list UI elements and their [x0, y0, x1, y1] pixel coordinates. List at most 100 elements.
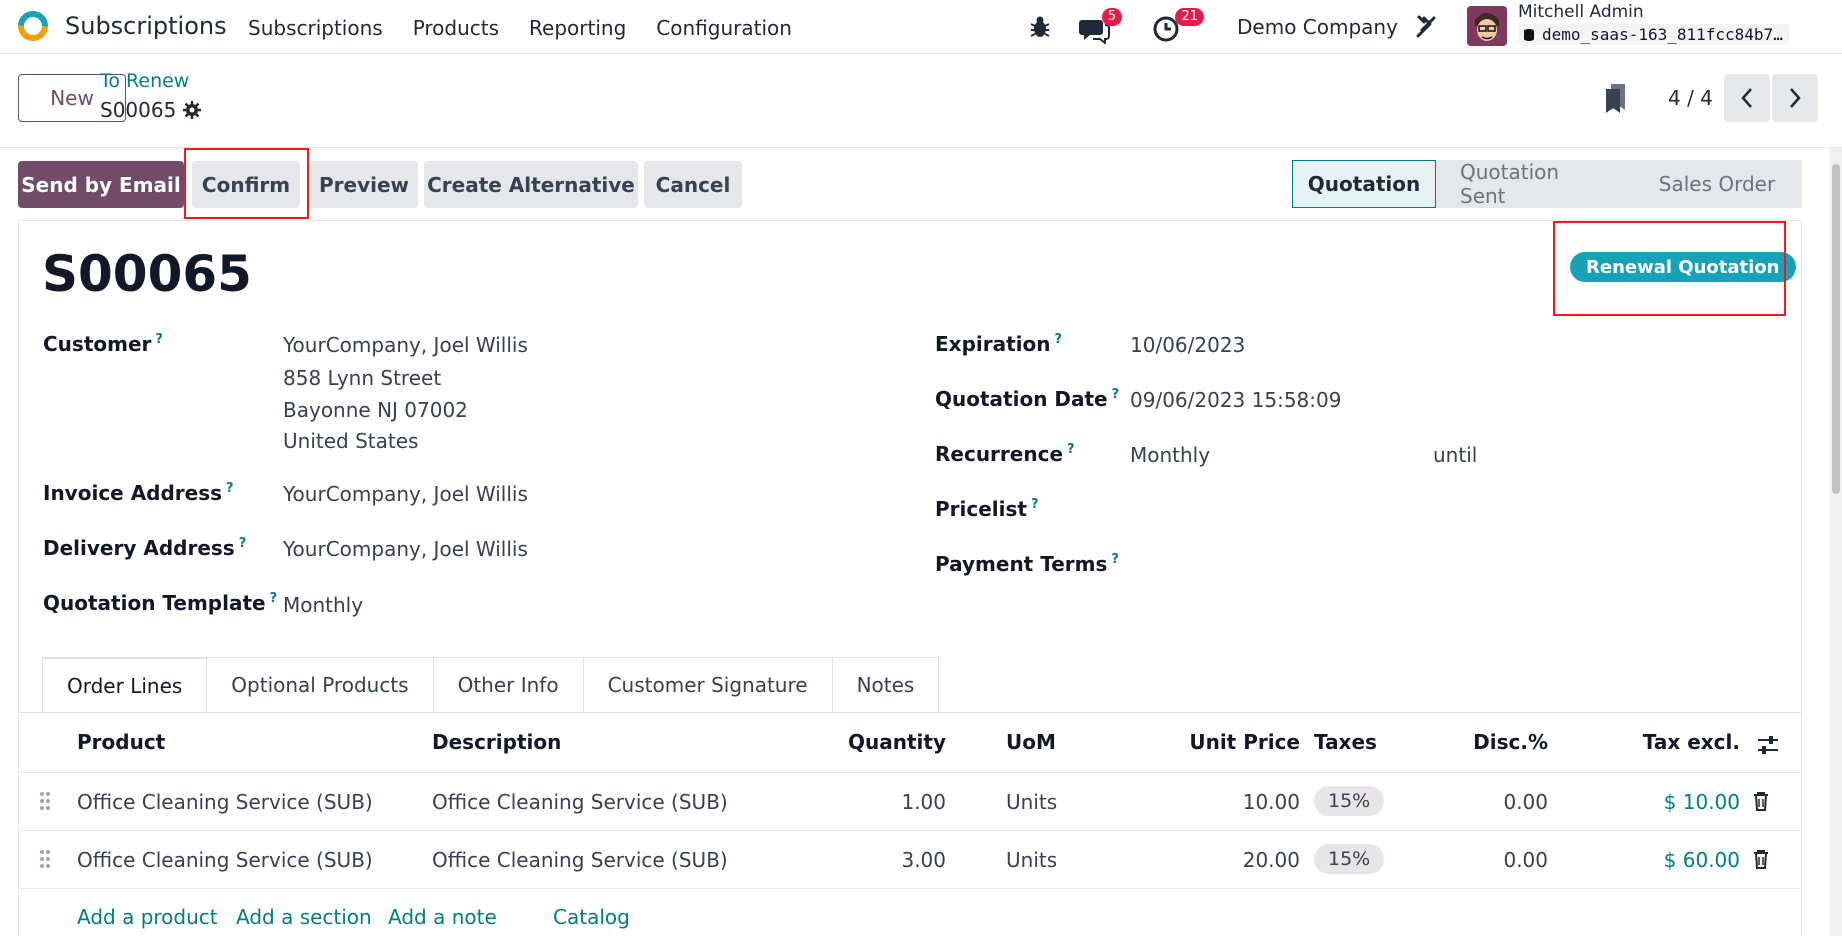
new-button[interactable]: New [18, 74, 126, 122]
row-unit-price[interactable]: 20.00 [1242, 848, 1300, 872]
expiration-label: Expiration? [935, 332, 1063, 356]
stage-sales-order[interactable]: Sales Order [1632, 160, 1802, 208]
menu-configuration[interactable]: Configuration [656, 16, 792, 40]
invoice-address-field[interactable]: YourCompany, Joel Willis [283, 482, 528, 506]
avatar-face-icon [1467, 6, 1507, 46]
stage-quotation-sent[interactable]: Quotation Sent [1436, 160, 1632, 208]
record-title: S00065 [42, 245, 252, 303]
company-switcher[interactable]: Demo Company [1237, 15, 1398, 39]
row-subtotal: $ 60.00 [1663, 848, 1740, 872]
activities-button[interactable]: 21 [1152, 8, 1204, 44]
delivery-address-field[interactable]: YourCompany, Joel Willis [283, 537, 528, 561]
notebook-tabs: Order Lines Optional Products Other Info… [42, 657, 940, 713]
row-tax-badge[interactable]: 15% [1314, 786, 1385, 816]
help-icon[interactable]: ? [155, 332, 163, 348]
add-note-link[interactable]: Add a note [388, 905, 497, 929]
help-icon[interactable]: ? [1067, 442, 1075, 458]
row-product[interactable]: Office Cleaning Service (SUB) [77, 790, 373, 814]
help-icon[interactable]: ? [1111, 387, 1120, 403]
row-unit-price[interactable]: 10.00 [1242, 790, 1300, 814]
add-section-link[interactable]: Add a section [236, 905, 372, 929]
customer-line-1[interactable]: YourCompany, Joel Willis [283, 333, 528, 357]
col-uom[interactable]: UoM [1006, 730, 1056, 754]
chevron-right-icon [1790, 88, 1801, 108]
help-icon[interactable]: ? [269, 591, 278, 607]
expiration-field[interactable]: 10/06/2023 [1130, 333, 1246, 357]
help-icon[interactable]: ? [1111, 552, 1119, 568]
tab-other-info[interactable]: Other Info [433, 657, 584, 713]
row-discount[interactable]: 0.00 [1503, 848, 1548, 872]
quotation-date-label: Quotation Date? [935, 387, 1120, 411]
row-quantity[interactable]: 1.00 [901, 790, 946, 814]
cancel-button[interactable]: Cancel [644, 161, 742, 208]
pager-next-button[interactable] [1772, 74, 1818, 122]
help-icon[interactable]: ? [226, 481, 234, 497]
database-name-text: demo_saas-163_811fcc84b7… [1542, 25, 1783, 44]
row-description[interactable]: Office Cleaning Service (SUB) [432, 848, 728, 872]
user-name[interactable]: Mitchell Admin [1518, 2, 1644, 22]
confirm-button[interactable]: Confirm [192, 161, 300, 208]
row-uom[interactable]: Units [1006, 848, 1058, 872]
col-unit-price[interactable]: Unit Price [1189, 730, 1300, 754]
row-uom[interactable]: Units [1006, 790, 1058, 814]
scrollbar-thumb[interactable] [1832, 164, 1840, 494]
tab-order-lines[interactable]: Order Lines [42, 657, 208, 713]
pager-value[interactable]: 4 / 4 [1668, 86, 1713, 110]
user-avatar[interactable] [1467, 6, 1507, 46]
create-alternative-button[interactable]: Create Alternative [424, 161, 638, 208]
delivery-address-label: Delivery Address? [43, 536, 247, 560]
menu-reporting[interactable]: Reporting [529, 16, 627, 40]
optional-columns-icon[interactable] [1756, 734, 1780, 756]
drag-handle-icon[interactable] [39, 791, 51, 811]
row-product[interactable]: Office Cleaning Service (SUB) [77, 848, 373, 872]
control-panel-divider [0, 147, 1842, 148]
customer-line-2: 858 Lynn Street [283, 366, 442, 390]
help-icon[interactable]: ? [1054, 332, 1063, 348]
database-icon [1524, 29, 1534, 41]
row-quantity[interactable]: 3.00 [901, 848, 946, 872]
top-navbar: Subscriptions Subscriptions Products Rep… [0, 0, 1842, 54]
tab-customer-signature[interactable]: Customer Signature [583, 657, 833, 713]
col-product[interactable]: Product [77, 730, 166, 754]
menu-products[interactable]: Products [412, 16, 500, 40]
app-name[interactable]: Subscriptions [65, 12, 227, 40]
recurrence-until-label: until [1433, 443, 1478, 467]
menu-subscriptions[interactable]: Subscriptions [248, 16, 383, 40]
row-tax-badge[interactable]: 15% [1314, 844, 1385, 874]
gear-icon[interactable] [182, 100, 202, 120]
send-by-email-button[interactable]: Send by Email [18, 161, 184, 208]
customer-line-4: United States [283, 429, 419, 453]
help-icon[interactable]: ? [1030, 497, 1039, 513]
catalog-link[interactable]: Catalog [553, 905, 630, 929]
col-tax-excl[interactable]: Tax excl. [1642, 730, 1740, 754]
col-discount[interactable]: Disc.% [1473, 730, 1548, 754]
trash-icon[interactable] [1752, 849, 1770, 869]
col-taxes[interactable]: Taxes [1314, 730, 1377, 754]
stage-quotation[interactable]: Quotation [1292, 160, 1436, 208]
help-icon[interactable]: ? [238, 536, 247, 552]
app-logo-icon[interactable] [16, 9, 50, 43]
invoice-address-label: Invoice Address? [43, 481, 234, 505]
activities-count-badge: 21 [1175, 8, 1204, 26]
quotation-date-field[interactable]: 09/06/2023 15:58:09 [1130, 388, 1342, 412]
drag-handle-icon[interactable] [39, 849, 51, 869]
row-discount[interactable]: 0.00 [1503, 790, 1548, 814]
col-quantity[interactable]: Quantity [848, 730, 946, 754]
preview-button[interactable]: Preview [310, 161, 418, 208]
tab-notes[interactable]: Notes [832, 657, 940, 713]
messages-button[interactable]: 5 [1078, 8, 1122, 44]
recurrence-field[interactable]: Monthly [1130, 443, 1211, 467]
trash-icon[interactable] [1752, 791, 1770, 811]
breadcrumb-to-renew[interactable]: To Renew [100, 70, 190, 92]
col-description[interactable]: Description [432, 730, 562, 754]
quotation-template-field[interactable]: Monthly [283, 593, 364, 617]
row-description[interactable]: Office Cleaning Service (SUB) [432, 790, 728, 814]
row-subtotal: $ 10.00 [1663, 790, 1740, 814]
add-product-link[interactable]: Add a product [77, 905, 218, 929]
debug-bug-icon[interactable] [1025, 12, 1055, 42]
bookmark-icon[interactable] [1603, 82, 1629, 114]
pager-previous-button[interactable] [1724, 74, 1770, 122]
chevron-left-icon [1741, 88, 1752, 108]
tools-icon[interactable] [1413, 13, 1441, 41]
tab-optional-products[interactable]: Optional Products [207, 657, 434, 713]
